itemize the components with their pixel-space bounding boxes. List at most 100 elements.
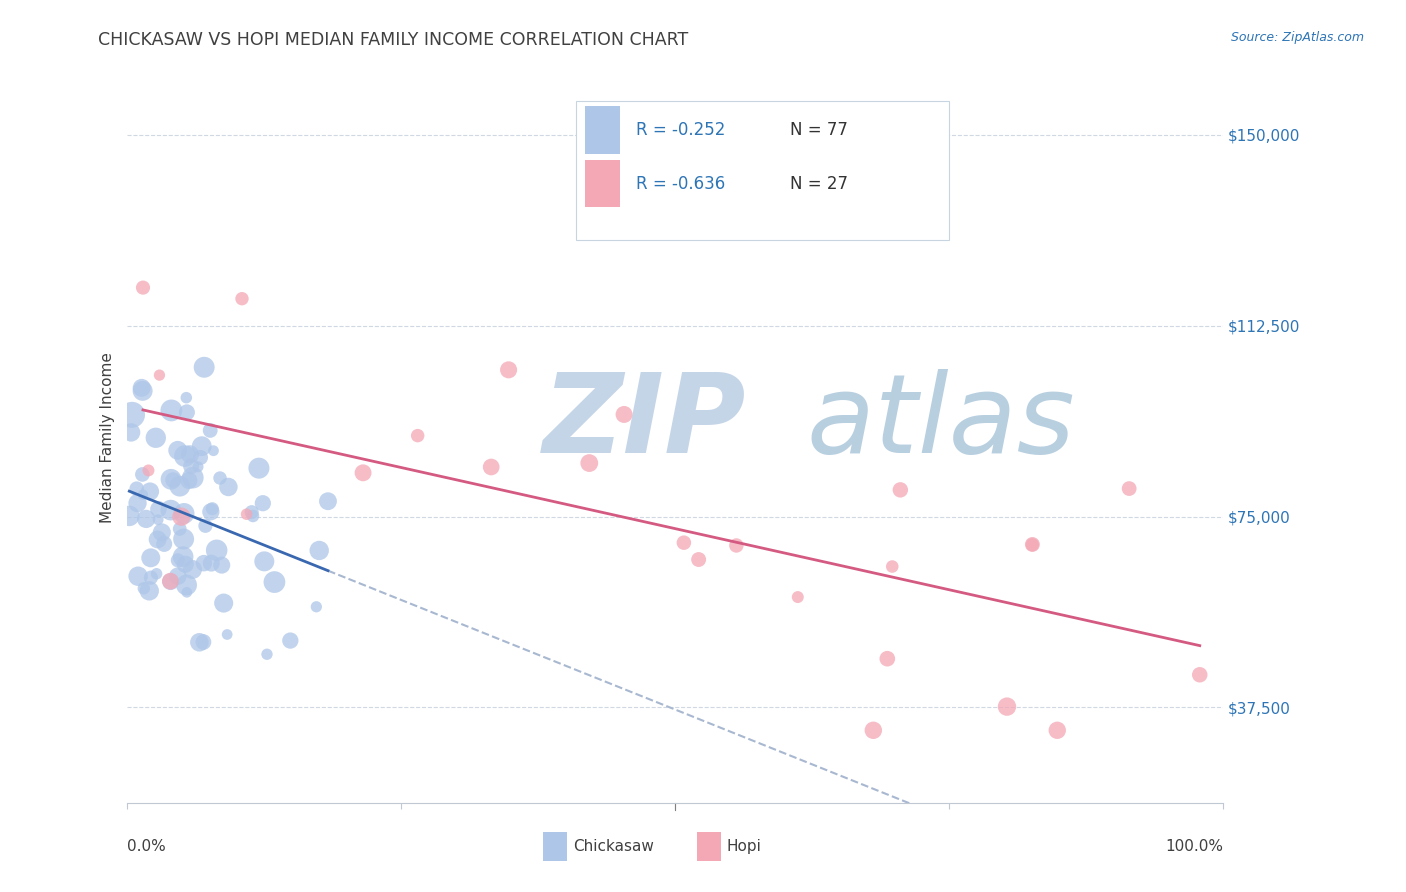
FancyBboxPatch shape: [543, 832, 568, 862]
Point: [498, 363, 520, 377]
Text: 0.0%: 0.0%: [127, 839, 166, 855]
Point: [200, 505, 222, 519]
Point: [131, 384, 153, 398]
Point: [166, 553, 188, 567]
FancyBboxPatch shape: [576, 101, 949, 240]
Point: [613, 408, 636, 422]
Text: N = 27: N = 27: [790, 175, 848, 193]
Point: [308, 543, 330, 558]
Point: [217, 480, 239, 494]
Point: [862, 723, 884, 738]
Point: [139, 571, 162, 585]
Text: Chickasaw: Chickasaw: [572, 839, 654, 855]
Text: Source: ZipAtlas.com: Source: ZipAtlas.com: [1230, 31, 1364, 45]
Point: [205, 543, 228, 558]
Point: [131, 381, 153, 395]
Point: [406, 428, 429, 442]
Point: [120, 425, 142, 440]
Point: [148, 502, 170, 516]
Text: R = -0.252: R = -0.252: [637, 121, 725, 139]
Point: [160, 403, 183, 417]
Point: [188, 635, 211, 649]
Point: [174, 449, 197, 463]
Point: [146, 533, 169, 547]
Point: [194, 518, 217, 533]
Point: [166, 569, 188, 583]
Point: [150, 525, 173, 540]
Point: [139, 484, 162, 499]
Point: [242, 508, 264, 523]
Point: [181, 471, 204, 485]
Point: [181, 562, 204, 576]
Point: [159, 503, 181, 517]
Point: [672, 535, 695, 549]
Point: [174, 558, 197, 572]
Point: [479, 460, 502, 475]
Point: [193, 360, 215, 375]
Point: [252, 496, 274, 510]
Point: [179, 447, 201, 461]
Point: [132, 488, 155, 502]
Y-axis label: Median Family Income: Median Family Income: [100, 351, 115, 523]
Point: [169, 522, 191, 536]
Point: [876, 651, 898, 665]
Point: [176, 585, 198, 599]
Point: [352, 466, 374, 480]
Text: R = -0.636: R = -0.636: [637, 175, 725, 193]
Point: [786, 590, 808, 604]
Point: [180, 459, 202, 474]
Point: [191, 439, 214, 453]
Point: [131, 467, 153, 482]
Point: [193, 635, 215, 649]
Point: [127, 569, 149, 583]
Point: [145, 566, 167, 581]
Point: [132, 280, 155, 294]
Point: [240, 505, 263, 519]
Point: [138, 583, 160, 598]
Point: [208, 471, 231, 485]
Point: [118, 508, 141, 523]
Point: [278, 633, 301, 648]
Point: [172, 549, 194, 564]
Point: [153, 537, 176, 551]
FancyBboxPatch shape: [697, 832, 721, 862]
Point: [138, 463, 160, 477]
Point: [135, 512, 157, 526]
Point: [1188, 667, 1211, 681]
Point: [212, 596, 235, 610]
Point: [725, 539, 748, 553]
Point: [231, 292, 253, 306]
Point: [235, 507, 257, 521]
Point: [176, 405, 198, 419]
Point: [201, 501, 224, 516]
Point: [200, 424, 222, 438]
Point: [187, 459, 209, 474]
Point: [256, 647, 278, 661]
Point: [202, 443, 225, 458]
Point: [193, 556, 215, 570]
Point: [1021, 537, 1043, 551]
Point: [211, 558, 233, 573]
Point: [1118, 482, 1140, 496]
Point: [305, 599, 328, 614]
Point: [578, 456, 600, 470]
Point: [1021, 538, 1043, 552]
Point: [217, 627, 239, 641]
Point: [200, 556, 222, 570]
Point: [169, 479, 191, 493]
Point: [159, 574, 181, 589]
Point: [125, 482, 148, 496]
Point: [176, 391, 198, 405]
FancyBboxPatch shape: [585, 106, 620, 154]
Point: [253, 554, 276, 568]
Point: [263, 575, 285, 590]
Point: [176, 578, 198, 592]
Text: ZIP: ZIP: [543, 369, 747, 476]
Point: [173, 507, 195, 521]
Point: [170, 509, 193, 524]
Text: Hopi: Hopi: [727, 839, 761, 855]
Point: [159, 574, 181, 589]
Point: [882, 559, 904, 574]
Point: [995, 699, 1018, 714]
Point: [316, 494, 339, 508]
